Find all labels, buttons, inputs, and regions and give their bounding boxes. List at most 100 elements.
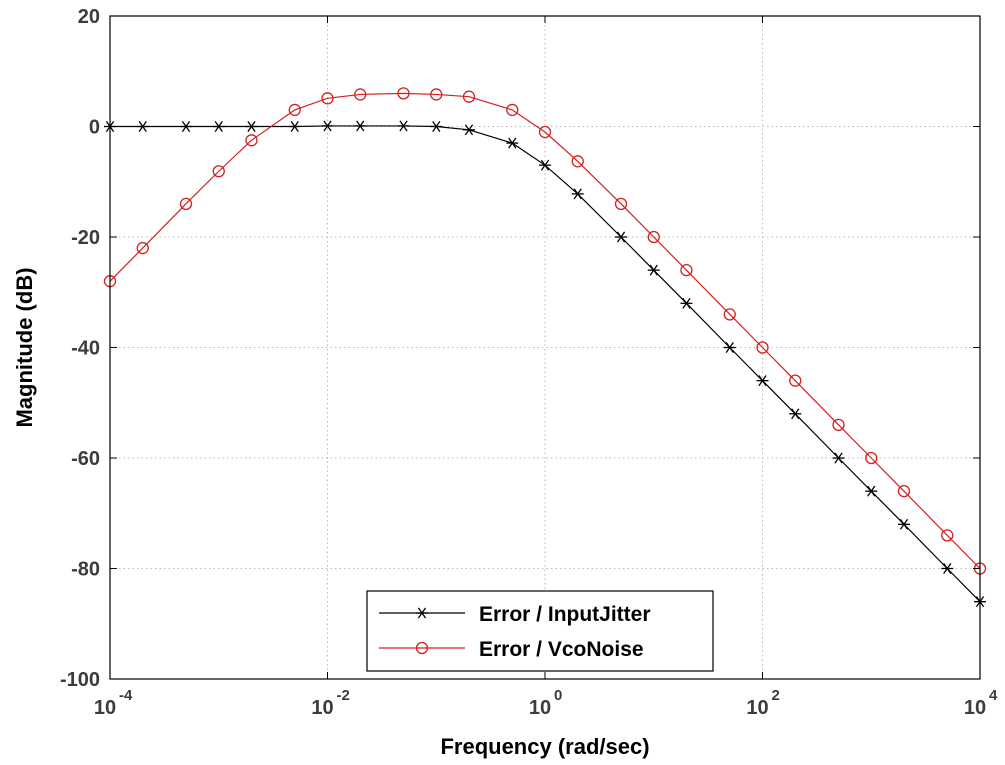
data-point	[288, 103, 301, 117]
x-tick-exponent: 2	[772, 687, 780, 704]
data-point	[756, 375, 769, 387]
data-point	[430, 88, 443, 101]
y-tick-label: -40	[71, 338, 100, 360]
data-point	[789, 374, 802, 387]
asterisk-stroke	[573, 188, 582, 200]
x-tick-label: 102	[746, 687, 779, 719]
asterisk-stroke	[616, 231, 626, 243]
data-point	[941, 529, 954, 542]
asterisk-stroke	[508, 137, 517, 149]
data-point	[832, 418, 845, 432]
data-point	[832, 452, 845, 464]
series-error-input-jitter	[104, 120, 986, 608]
data-point	[462, 90, 476, 103]
y-tick-label: 20	[78, 6, 100, 28]
x-tick-label: 100	[529, 687, 562, 719]
legend-label-error-input-jitter: Error / InputJitter	[479, 603, 651, 626]
asterisk-stroke	[867, 485, 876, 497]
asterisk-stroke	[356, 120, 365, 132]
data-point	[245, 134, 258, 147]
asterisk-stroke	[399, 120, 408, 132]
data-point	[680, 263, 693, 277]
data-point	[354, 88, 367, 101]
asterisk-stroke	[181, 121, 191, 132]
data-point	[723, 308, 736, 321]
data-point	[506, 137, 519, 149]
data-point	[897, 484, 911, 498]
series-line	[109, 92, 981, 569]
data-point	[571, 188, 584, 200]
data-point	[506, 103, 519, 117]
x-tick-exponent: -4	[119, 687, 133, 704]
x-tick-base: 10	[311, 697, 333, 719]
x-tick-base: 10	[529, 697, 551, 719]
plot-area	[103, 87, 987, 608]
data-point	[538, 125, 552, 139]
legend-label-error-vco-noise: Error / VcoNoise	[479, 638, 644, 661]
x-tick-exponent: 0	[554, 687, 562, 704]
data-point	[397, 120, 410, 132]
data-point	[136, 121, 149, 132]
data-point	[865, 451, 878, 465]
data-point	[647, 264, 660, 276]
legend-entry-error-vco-noise: Error / VcoNoise	[379, 638, 644, 661]
data-point	[212, 165, 225, 178]
asterisk-stroke	[540, 159, 550, 171]
x-tick-exponent: -2	[337, 687, 350, 704]
data-point	[212, 121, 225, 132]
x-tick-label: 104	[964, 687, 998, 719]
data-point	[179, 197, 193, 211]
data-point	[941, 563, 954, 574]
data-point	[288, 121, 301, 132]
x-tick-label: 10-2	[311, 687, 349, 719]
x-tick-base: 10	[964, 697, 986, 719]
data-point	[180, 121, 193, 132]
asterisk-stroke	[247, 121, 256, 132]
legend-box	[366, 590, 714, 672]
asterisk-stroke	[834, 452, 843, 464]
asterisk-stroke	[290, 121, 299, 132]
x-axis-title: Frequency (rad/sec)	[440, 734, 649, 759]
y-tick-label: -60	[71, 448, 100, 470]
data-point	[647, 230, 660, 244]
data-point	[571, 155, 584, 168]
legend-marker	[415, 641, 429, 655]
data-point	[321, 92, 334, 105]
data-point	[136, 241, 149, 255]
data-point	[615, 231, 628, 243]
data-point	[321, 120, 334, 132]
asterisk-stroke	[417, 607, 427, 619]
x-tick-label: 10-4	[94, 687, 133, 719]
asterisk-stroke	[791, 408, 800, 420]
x-tick-exponent: 4	[989, 687, 998, 704]
y-tick-label: 0	[89, 117, 100, 139]
asterisk-stroke	[725, 342, 734, 353]
asterisk-stroke	[432, 121, 441, 132]
data-point	[865, 485, 878, 497]
data-point	[756, 341, 769, 354]
asterisk-stroke	[943, 563, 952, 574]
y-axis-title: Magnitude (dB)	[12, 267, 37, 427]
data-point	[680, 297, 693, 309]
legend-marker	[416, 607, 428, 619]
data-point	[614, 197, 628, 211]
y-tick-label: -100	[60, 669, 100, 691]
y-tick-label: -80	[71, 559, 100, 581]
asterisk-stroke	[758, 375, 767, 387]
data-point	[789, 408, 802, 420]
asterisk-stroke	[464, 124, 474, 136]
data-point	[354, 120, 367, 132]
legend: Error / InputJitter Error / VcoNoise	[366, 590, 714, 672]
asterisk-stroke	[899, 518, 909, 530]
data-point	[430, 121, 443, 132]
asterisk-stroke	[682, 297, 691, 309]
asterisk-stroke	[214, 121, 223, 132]
asterisk-stroke	[138, 121, 147, 132]
asterisk-stroke	[649, 264, 658, 276]
data-point	[245, 121, 258, 132]
data-point	[462, 124, 475, 136]
y-tick-label: -20	[71, 227, 100, 249]
data-point	[723, 342, 736, 353]
